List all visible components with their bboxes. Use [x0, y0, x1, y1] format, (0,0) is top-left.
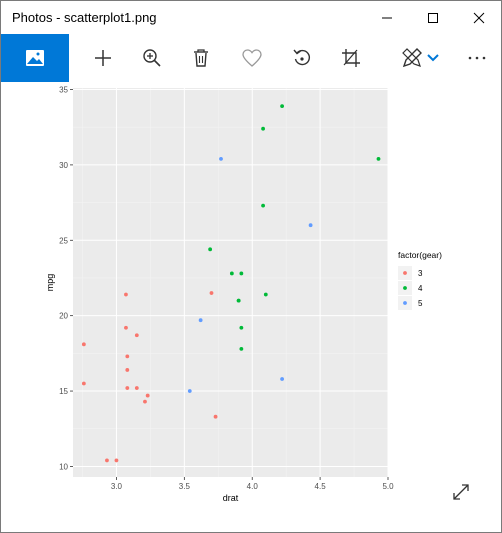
legend-label: 3 — [418, 269, 423, 278]
expand-icon — [453, 484, 469, 500]
data-point-gear-3 — [81, 381, 86, 386]
legend-label: 4 — [418, 284, 423, 293]
y-axis-ticks: 10 15 20 25 30 35 — [59, 86, 73, 471]
legend-dot — [403, 271, 407, 275]
data-point-gear-4 — [239, 271, 244, 276]
close-button[interactable] — [456, 1, 502, 34]
data-point-gear-4 — [239, 346, 244, 351]
data-point-gear-3 — [114, 458, 119, 463]
rotate-button[interactable] — [278, 34, 326, 82]
maximize-button[interactable] — [410, 1, 456, 34]
image-icon — [26, 50, 44, 66]
data-point-gear-3 — [125, 354, 130, 359]
data-point-gear-4 — [236, 298, 241, 303]
x-tick-label: 4.0 — [247, 482, 259, 491]
data-point-gear-5 — [219, 156, 223, 161]
edit-button[interactable] — [389, 34, 437, 82]
x-tick-label: 3.0 — [111, 482, 123, 491]
y-tick-label: 20 — [59, 312, 68, 321]
data-point-gear-5 — [198, 318, 203, 323]
x-axis-label: drat — [223, 493, 239, 503]
data-point-gear-5 — [308, 223, 313, 228]
data-point-gear-4 — [261, 203, 265, 208]
heart-icon — [242, 49, 262, 67]
more-icon — [468, 56, 486, 60]
y-tick-label: 25 — [59, 236, 68, 245]
data-point-gear-5 — [187, 389, 192, 393]
minimize-icon — [382, 17, 392, 18]
crop-button[interactable] — [327, 34, 375, 82]
legend-title: factor(gear) — [398, 250, 442, 260]
data-point-gear-3 — [134, 386, 139, 390]
x-axis-ticks: 3.0 3.5 4.0 4.5 5.0 — [111, 477, 394, 491]
legend-label: 5 — [418, 299, 423, 308]
y-tick-label: 35 — [59, 86, 68, 95]
title-bar: Photos - scatterplot1.png — [1, 1, 501, 34]
delete-button[interactable] — [177, 34, 225, 82]
data-point-gear-3 — [125, 386, 130, 390]
image-viewer[interactable]: 3.0 3.5 4.0 4.5 5.0 10 15 20 25 30 35 drat mpg fa… — [1, 82, 501, 532]
y-tick-label: 30 — [59, 161, 68, 170]
data-point-gear-3 — [81, 342, 86, 347]
data-point-gear-4 — [376, 156, 381, 161]
x-tick-label: 4.5 — [315, 482, 327, 491]
y-tick-label: 15 — [59, 387, 68, 396]
favorite-button[interactable] — [228, 34, 276, 82]
edit-dropdown-button[interactable] — [420, 34, 446, 82]
data-point-gear-3 — [125, 368, 130, 372]
data-point-gear-4 — [239, 325, 244, 330]
legend-dot — [403, 301, 407, 305]
x-tick-label: 3.5 — [179, 482, 191, 491]
toolbar — [1, 34, 501, 82]
rotate-icon — [293, 49, 311, 66]
zoom-in-button[interactable] — [128, 34, 176, 82]
plot-grid — [73, 88, 389, 477]
zoom-in-icon — [143, 49, 161, 67]
trash-icon — [194, 49, 208, 67]
plot-legend: factor(gear) 3 4 5 — [398, 250, 442, 310]
x-tick-label: 5.0 — [382, 482, 394, 491]
data-point-gear-4 — [261, 126, 265, 131]
data-point-gear-3 — [105, 458, 109, 463]
plot-panel — [73, 88, 388, 477]
data-point-gear-4 — [208, 247, 213, 252]
data-point-gear-3 — [124, 325, 128, 330]
view-image-button[interactable] — [1, 34, 69, 82]
minimize-button[interactable] — [364, 1, 410, 34]
add-button[interactable] — [79, 34, 127, 82]
data-point-gear-5 — [280, 377, 284, 381]
window-title: Photos - scatterplot1.png — [12, 10, 157, 25]
data-point-gear-3 — [145, 393, 150, 398]
maximize-icon — [428, 12, 438, 23]
more-button[interactable] — [453, 34, 501, 82]
legend-dot — [403, 286, 407, 290]
y-tick-label: 10 — [59, 462, 68, 471]
crop-icon — [342, 49, 360, 67]
data-point-gear-3 — [124, 292, 128, 297]
data-point-gear-4 — [263, 292, 268, 297]
y-axis-label: mpg — [45, 274, 55, 292]
data-point-gear-3 — [143, 399, 147, 404]
data-point-gear-3 — [209, 291, 214, 295]
close-icon — [473, 12, 485, 23]
plus-icon — [95, 50, 111, 66]
data-point-gear-4 — [280, 104, 284, 108]
plot-points — [81, 104, 381, 463]
expand-button[interactable] — [451, 482, 475, 506]
data-point-gear-4 — [229, 271, 234, 276]
edit-icon — [402, 48, 422, 68]
data-point-gear-3 — [213, 414, 218, 419]
data-point-gear-3 — [134, 333, 139, 338]
chevron-down-icon — [427, 54, 439, 62]
